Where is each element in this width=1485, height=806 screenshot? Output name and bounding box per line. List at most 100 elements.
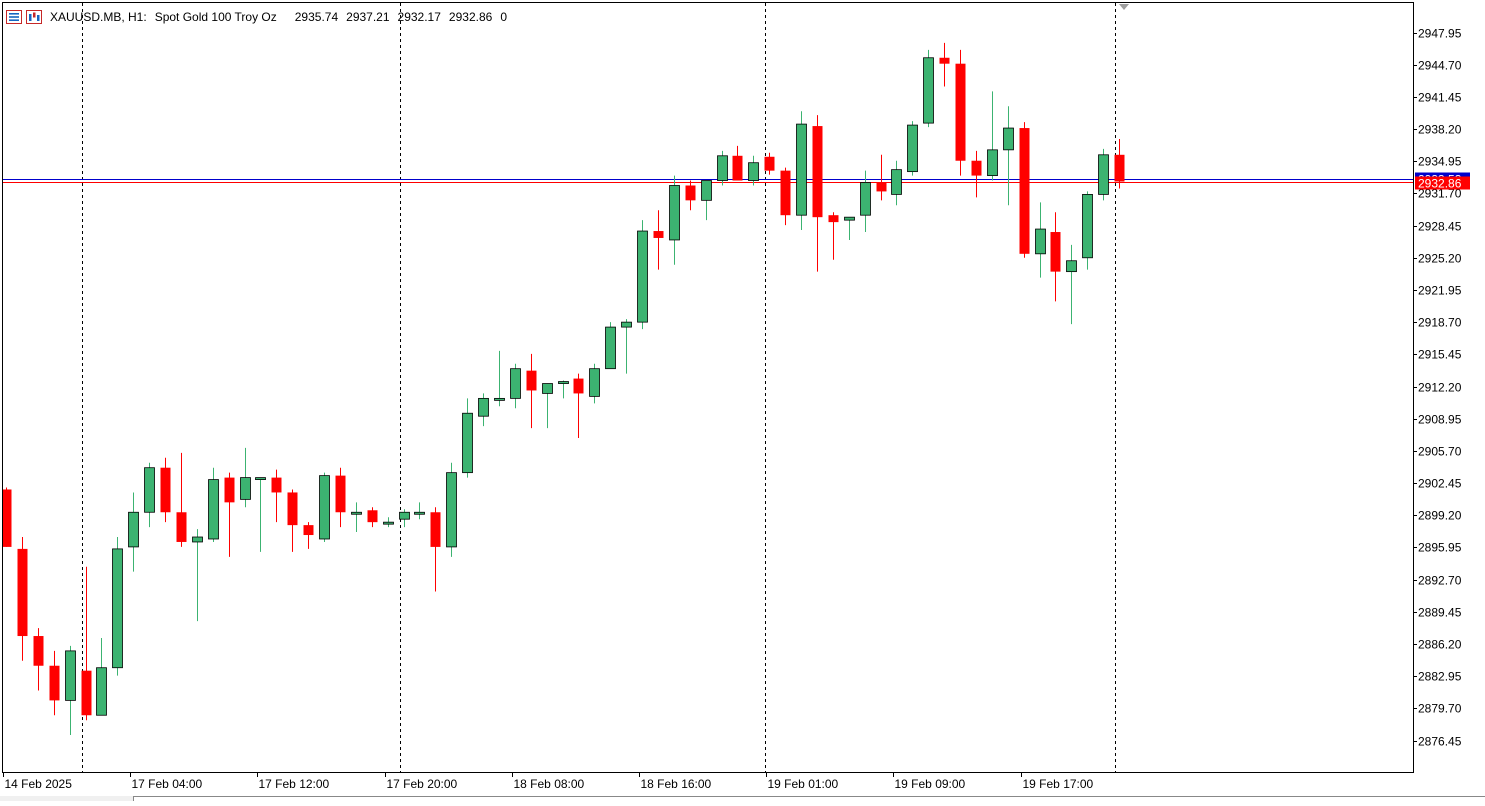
candle[interactable] — [748, 155, 759, 186]
y-tick-label: 2895.95 — [1418, 541, 1462, 555]
candle[interactable] — [828, 212, 839, 260]
scrollbar-track[interactable] — [0, 796, 133, 801]
candle[interactable] — [907, 121, 918, 176]
candle[interactable] — [303, 522, 314, 549]
candle[interactable] — [621, 319, 632, 374]
candle[interactable] — [764, 152, 775, 175]
candle[interactable] — [732, 145, 743, 181]
candle[interactable] — [255, 477, 266, 552]
candle[interactable] — [1050, 212, 1061, 302]
candle-body-bear — [303, 525, 314, 536]
candle[interactable] — [17, 537, 28, 661]
candle[interactable] — [637, 220, 648, 330]
candle[interactable] — [1082, 191, 1093, 270]
candle[interactable] — [876, 154, 887, 201]
shift-marker-icon[interactable] — [1119, 4, 1129, 10]
candle[interactable] — [128, 492, 139, 572]
candle[interactable] — [1114, 138, 1125, 189]
candle[interactable] — [955, 49, 966, 176]
candle[interactable] — [430, 507, 441, 592]
candle[interactable] — [271, 469, 282, 523]
candle[interactable] — [160, 457, 171, 523]
x-tick-label: 17 Feb 12:00 — [259, 777, 330, 791]
candle[interactable] — [605, 322, 616, 370]
candle[interactable] — [319, 472, 330, 542]
candle[interactable] — [717, 150, 728, 186]
candle[interactable] — [860, 170, 871, 233]
candle[interactable] — [701, 180, 712, 221]
candle[interactable] — [971, 150, 982, 198]
candle[interactable] — [478, 393, 489, 427]
candle[interactable] — [208, 467, 219, 542]
candle[interactable] — [383, 517, 394, 528]
candle[interactable] — [462, 398, 473, 478]
candle[interactable] — [542, 383, 553, 429]
candle-body-bull — [112, 548, 123, 669]
candle[interactable] — [1003, 106, 1014, 206]
candle[interactable] — [81, 566, 92, 721]
y-tick-label: 2931.70 — [1418, 187, 1462, 201]
candle[interactable] — [796, 111, 807, 231]
candle[interactable] — [367, 507, 378, 528]
candle[interactable] — [144, 462, 155, 528]
chart-properties-icon[interactable] — [26, 10, 42, 24]
candle[interactable] — [494, 350, 505, 407]
candle[interactable] — [414, 502, 425, 520]
candle-body-bull — [558, 381, 569, 384]
price-axis[interactable]: 2947.95 2944.70 2941.45 2938.20 2934.95 2931.… — [1413, 27, 1462, 749]
candle[interactable] — [65, 645, 76, 736]
candle-body-bull — [446, 472, 457, 548]
candle[interactable] — [653, 210, 664, 270]
candle[interactable] — [987, 91, 998, 181]
candle[interactable] — [669, 175, 680, 265]
candle-body-bull — [605, 326, 616, 370]
candle[interactable] — [573, 373, 584, 438]
y-tick-label: 2915.45 — [1418, 348, 1462, 362]
candle[interactable] — [96, 638, 107, 716]
y-tick-label: 2889.45 — [1418, 606, 1462, 620]
candle[interactable] — [49, 650, 60, 716]
candle[interactable] — [287, 489, 298, 552]
candle[interactable] — [589, 363, 600, 404]
candle[interactable] — [335, 467, 346, 528]
candle[interactable] — [224, 472, 235, 557]
candle[interactable] — [446, 462, 457, 557]
candle[interactable] — [923, 49, 934, 128]
candle-body-bear — [49, 665, 60, 701]
symbol-list-icon[interactable] — [6, 10, 22, 24]
candle-body-bear — [1114, 154, 1125, 182]
candle[interactable] — [351, 502, 362, 533]
candle[interactable] — [891, 160, 902, 206]
candle[interactable] — [176, 452, 187, 547]
candle-body-bear — [653, 231, 664, 238]
candle-body-bear — [81, 670, 92, 716]
candle-body-bull — [701, 180, 712, 201]
candle[interactable] — [526, 353, 537, 429]
candle[interactable] — [1019, 122, 1030, 258]
last-price-text: 2932.86 — [1418, 177, 1462, 191]
candles[interactable] — [3, 42, 1125, 736]
candle[interactable] — [510, 363, 521, 409]
candle-body-bear — [17, 548, 28, 637]
candle[interactable] — [1098, 148, 1109, 201]
y-tick-label: 2921.95 — [1418, 284, 1462, 298]
candle[interactable] — [33, 628, 44, 691]
candle[interactable] — [844, 216, 855, 240]
candle[interactable] — [1035, 202, 1046, 278]
candle[interactable] — [685, 180, 696, 211]
candle[interactable] — [112, 537, 123, 676]
y-tick-label: 2941.45 — [1418, 91, 1462, 105]
candle[interactable] — [3, 487, 12, 547]
candle[interactable] — [780, 167, 791, 226]
candle[interactable] — [192, 529, 203, 622]
candle[interactable] — [240, 447, 251, 508]
candle[interactable] — [939, 42, 950, 87]
x-tick-label: 19 Feb 01:00 — [768, 777, 839, 791]
candle[interactable] — [1066, 244, 1077, 325]
time-axis[interactable]: 14 Feb 2025 17 Feb 04:00 17 Feb 12:00 17 Fe… — [0, 772, 1485, 801]
candle[interactable] — [399, 509, 410, 528]
candle[interactable] — [812, 115, 823, 272]
candle[interactable] — [558, 380, 569, 399]
